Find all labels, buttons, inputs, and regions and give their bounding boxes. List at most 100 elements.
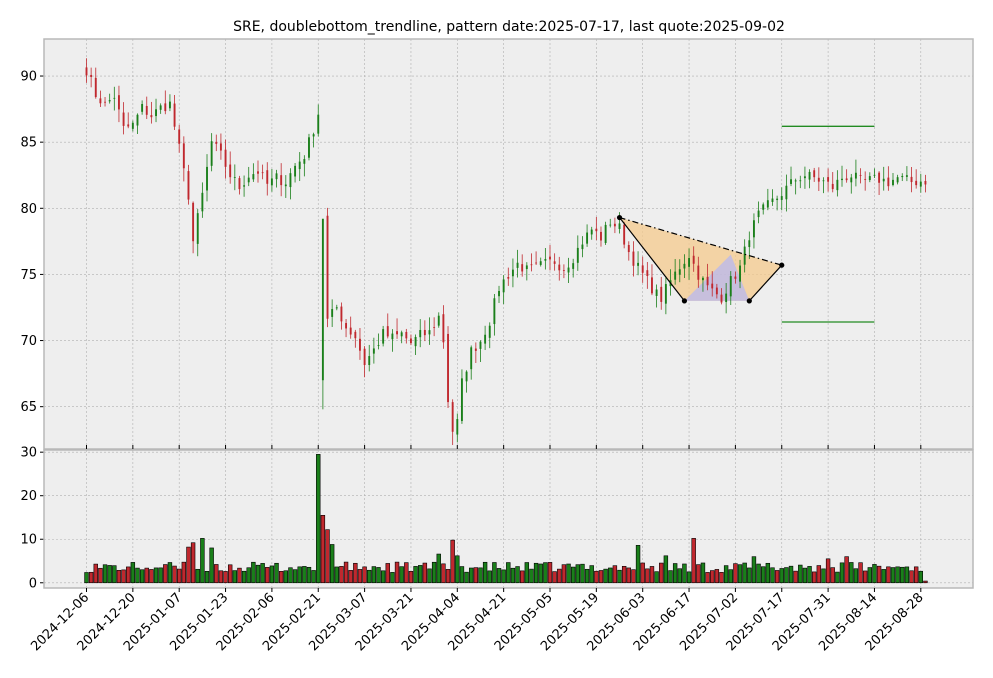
candle-body-144 (752, 220, 755, 238)
candle-body-111 (600, 231, 602, 241)
candle-body-11 (136, 114, 139, 126)
volume-ytick-label-0: 0 (29, 576, 37, 591)
volume-bar-174 (890, 567, 896, 584)
candle-body-104 (567, 267, 570, 273)
candle-body-156 (808, 171, 811, 180)
candle-body-78 (447, 333, 449, 403)
pattern-inner-triangle (684, 254, 750, 301)
volume-bar-120 (640, 562, 645, 584)
volume-bar-66 (390, 572, 395, 584)
candle-body-57 (349, 327, 352, 335)
candle-body-25 (201, 192, 204, 212)
candle-body-83 (470, 347, 473, 370)
volume-bar-131 (691, 538, 696, 584)
candle-body-46 (298, 161, 301, 170)
volume-bar-116 (621, 565, 627, 584)
candle-body-179 (915, 180, 918, 186)
candle-body-161 (831, 183, 834, 190)
volume-bar-113 (608, 567, 613, 584)
candle-body-122 (651, 277, 653, 294)
volume-bar-23 (190, 542, 196, 584)
candle-body-152 (790, 179, 792, 184)
volume-bar-22 (186, 546, 191, 584)
volume-bar-152 (788, 565, 794, 584)
volume-bar-154 (798, 564, 803, 584)
volume-bar-84 (473, 567, 479, 584)
volume-bar-162 (835, 571, 840, 584)
candle-body-14 (150, 115, 153, 118)
volume-bar-146 (761, 566, 766, 584)
candle-body-66 (391, 333, 394, 340)
volume-bar-102 (557, 568, 562, 584)
volume-bar-8 (121, 569, 126, 584)
volume-bar-119 (635, 545, 641, 584)
volume-bar-164 (844, 556, 849, 584)
volume-bar-11 (135, 567, 140, 584)
candle-body-120 (641, 265, 644, 273)
volume-bar-151 (784, 567, 789, 584)
candle-body-149 (776, 198, 779, 201)
volume-bar-127 (672, 563, 678, 584)
candle-body-99 (544, 258, 547, 261)
candle-body-123 (655, 289, 658, 296)
candle-body-62 (372, 348, 375, 354)
candle-body-24 (196, 213, 199, 244)
candle-body-108 (586, 232, 589, 244)
volume-bar-19 (172, 565, 177, 584)
candle-body-61 (368, 356, 371, 366)
candle-body-100 (549, 256, 551, 260)
volume-bar-93 (515, 566, 520, 584)
volume-bar-150 (779, 568, 784, 584)
volume-bar-61 (367, 569, 372, 584)
candle-body-40 (270, 178, 273, 186)
volume-bar-77 (441, 563, 446, 584)
volume-bar-99 (543, 562, 548, 584)
price-ytick-label-90: 90 (20, 70, 37, 85)
volume-bar-40 (269, 565, 275, 584)
volume-bar-114 (612, 565, 618, 584)
volume-bar-161 (830, 567, 835, 584)
candle-body-27 (210, 141, 213, 166)
candle-body-155 (803, 176, 806, 179)
candle-body-159 (822, 180, 825, 182)
volume-bar-33 (237, 567, 242, 584)
volume-bar-112 (603, 568, 608, 584)
volume-bar-34 (241, 570, 247, 584)
volume-bar-53 (329, 544, 335, 584)
candle-body-55 (340, 306, 343, 322)
candle-body-22 (187, 171, 190, 200)
volume-bar-59 (357, 569, 363, 584)
volume-bar-105 (570, 566, 576, 584)
candle-body-36 (252, 174, 255, 180)
volume-bar-115 (617, 569, 622, 584)
candle-body-101 (553, 261, 556, 264)
price-panel-background (44, 39, 973, 449)
candle-body-30 (224, 149, 227, 167)
candle-body-10 (131, 122, 134, 129)
price-y-axis: 65 70 75 80 85 90 (20, 70, 44, 415)
volume-bar-26 (204, 571, 210, 584)
candle-body-17 (164, 103, 167, 112)
candle-body-164 (845, 178, 848, 181)
volume-bar-79 (450, 539, 455, 584)
candle-body-80 (456, 419, 459, 435)
volume-bar-177 (904, 566, 910, 584)
volume-bar-72 (418, 565, 423, 584)
volume-bar-56 (343, 561, 349, 584)
candle-body-7 (117, 95, 120, 110)
pattern-trendline (619, 216, 782, 266)
candle-body-65 (386, 326, 389, 337)
candle-body-175 (896, 177, 899, 183)
candle-body-92 (511, 269, 514, 277)
candle-body-18 (168, 101, 171, 109)
volume-bar-39 (265, 567, 270, 584)
candle-body-12 (141, 104, 144, 112)
candle-body-110 (595, 228, 598, 232)
volume-bar-168 (862, 570, 868, 584)
volume-bar-173 (886, 566, 891, 584)
volume-bar-30 (223, 571, 228, 584)
candle-body-151 (785, 185, 788, 200)
volume-bar-94 (519, 570, 525, 584)
volume-bar-1 (88, 571, 94, 584)
candle-body-180 (919, 181, 922, 187)
